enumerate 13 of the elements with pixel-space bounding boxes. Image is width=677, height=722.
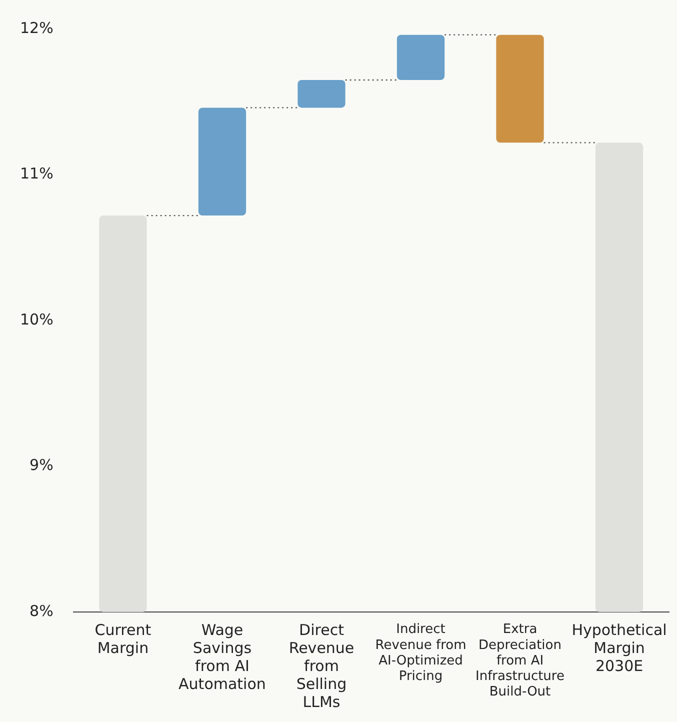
y-tick-label: 8%	[30, 602, 54, 620]
x-tick-label: Direct Revenue from Selling LLMs	[288, 620, 354, 711]
x-tick-label: Extra Depreciation from AI Infrastructure Build-Out	[476, 622, 564, 700]
y-tick-label: 10%	[20, 310, 54, 328]
y-tick-label: 11%	[20, 164, 54, 183]
x-tick-label: Current Margin	[94, 620, 152, 657]
x-tick-label: Wage Savings from AI Automation	[178, 620, 266, 693]
bar	[595, 142, 644, 612]
bar	[99, 216, 147, 612]
y-tick-label: 9%	[30, 456, 54, 474]
x-tick-label: Hypothetical Margin 2030E	[572, 620, 667, 675]
y-tick-label: 12%	[20, 18, 54, 37]
x-tick-label: Indirect Revenue from AI-Optimized Pricing	[375, 622, 466, 684]
